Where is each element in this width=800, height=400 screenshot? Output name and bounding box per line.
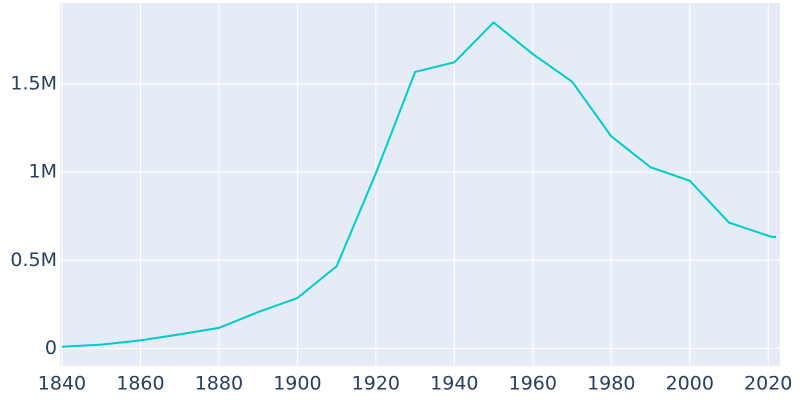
x-tick-label: 1880	[195, 373, 243, 395]
x-tick-label: 1920	[352, 373, 400, 395]
x-tick-label: 1940	[430, 373, 478, 395]
x-tick-label: 1860	[116, 373, 164, 395]
x-tick-label: 1980	[587, 373, 635, 395]
x-tick-label: 2020	[744, 373, 792, 395]
x-tick-label: 1900	[273, 373, 321, 395]
line-series	[61, 21, 777, 348]
x-tick-label: 2000	[666, 373, 714, 395]
x-tick-label: 1840	[38, 373, 86, 395]
y-tick-label: 0.5M	[10, 249, 57, 271]
y-tick-label: 0	[45, 337, 57, 359]
plot-background	[60, 3, 780, 366]
y-tick-label: 1.5M	[10, 73, 57, 95]
x-tick-label: 1960	[509, 373, 557, 395]
y-tick-label: 1M	[29, 161, 57, 183]
